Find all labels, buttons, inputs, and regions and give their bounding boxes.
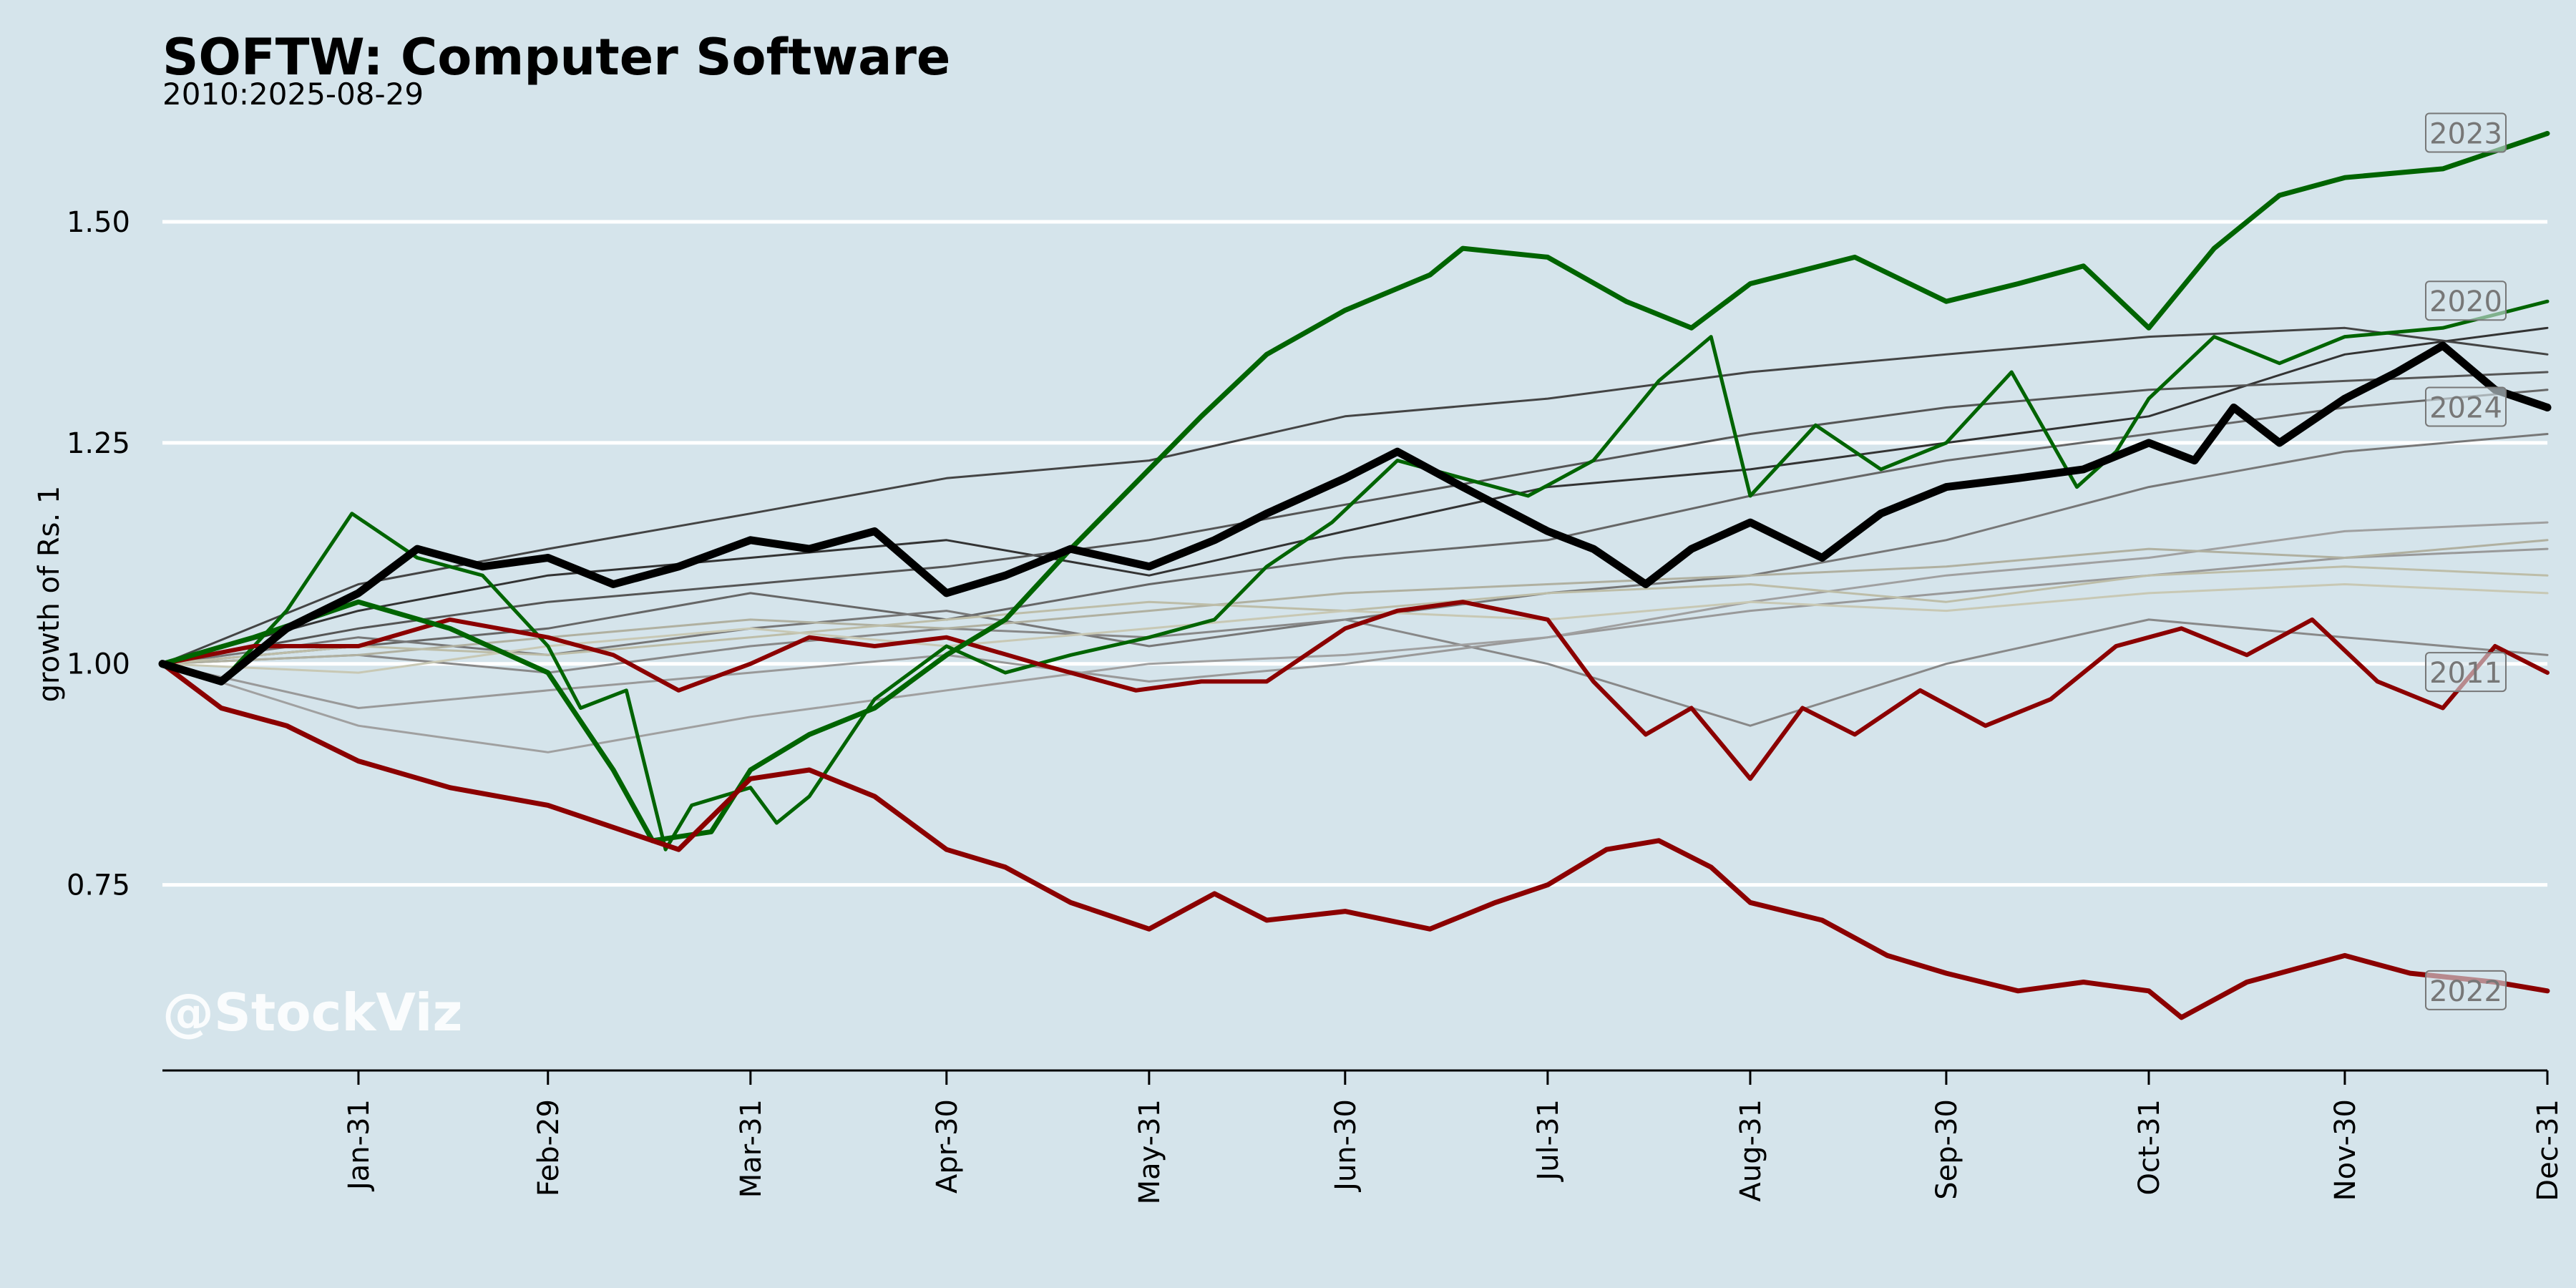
chart-subtitle: 2010:2025-08-29 — [162, 77, 424, 112]
series-line — [161, 326, 2549, 665]
series-label: 2023 — [2425, 112, 2507, 153]
series-line — [161, 371, 2549, 665]
series-line — [158, 341, 2552, 686]
y-tick-label: 0.75 — [67, 869, 130, 902]
series-line — [160, 299, 2550, 852]
series-line — [161, 521, 2549, 753]
x-tick-label: Apr-30 — [931, 1099, 964, 1194]
y-tick-label: 1.50 — [67, 206, 130, 239]
series-lines — [158, 131, 2552, 1020]
x-tick-label: Sep-30 — [1931, 1099, 1963, 1200]
x-tick-label: Jan-31 — [343, 1099, 376, 1192]
svg-text:2022: 2022 — [2429, 975, 2502, 1008]
series-line — [160, 131, 2550, 844]
x-axis-ticks: Jan-31 Feb-29 Mar-31 Apr-30 May-31 Jun-30 Jul-… — [343, 1070, 2565, 1204]
y-tick-label: 1.25 — [67, 427, 130, 460]
x-tick-label: May-31 — [1133, 1099, 1166, 1204]
series-label: 2022 — [2425, 970, 2507, 1010]
series-line — [161, 618, 2549, 727]
series-label: 2011 — [2425, 652, 2507, 693]
x-tick-label: Dec-31 — [2532, 1099, 2565, 1201]
chart-title: SOFTW: Computer Software — [162, 28, 950, 87]
svg-text:2024: 2024 — [2429, 391, 2502, 424]
x-tick-label: Mar-31 — [735, 1099, 768, 1198]
x-tick-label: Aug-31 — [1735, 1099, 1767, 1201]
series-labels: 2023 2020 2024 2011 2022 — [2425, 112, 2507, 1010]
x-tick-label: Feb-29 — [532, 1099, 565, 1196]
svg-text:2023: 2023 — [2429, 117, 2502, 150]
x-tick-label: Nov-30 — [2329, 1099, 2362, 1201]
y-tick-label: 1.00 — [67, 648, 130, 681]
svg-text:2011: 2011 — [2429, 657, 2502, 690]
x-tick-label: Jun-30 — [1330, 1099, 1362, 1193]
series-line — [161, 433, 2549, 665]
series-line — [160, 600, 2550, 781]
x-tick-label: Jul-31 — [1532, 1099, 1565, 1183]
svg-text:2020: 2020 — [2429, 286, 2502, 318]
watermark: @StockViz — [162, 982, 462, 1043]
series-line — [161, 389, 2549, 665]
series-label: 2020 — [2425, 280, 2507, 321]
series-line — [160, 661, 2550, 1020]
y-axis-ticks: 0.75 1.00 1.25 1.50 — [67, 206, 130, 902]
y-axis-label: growth of Rs. 1 — [33, 486, 66, 703]
x-tick-label: Oct-31 — [2133, 1099, 2166, 1196]
series-label: 2024 — [2425, 386, 2507, 427]
series-line — [161, 326, 2549, 665]
